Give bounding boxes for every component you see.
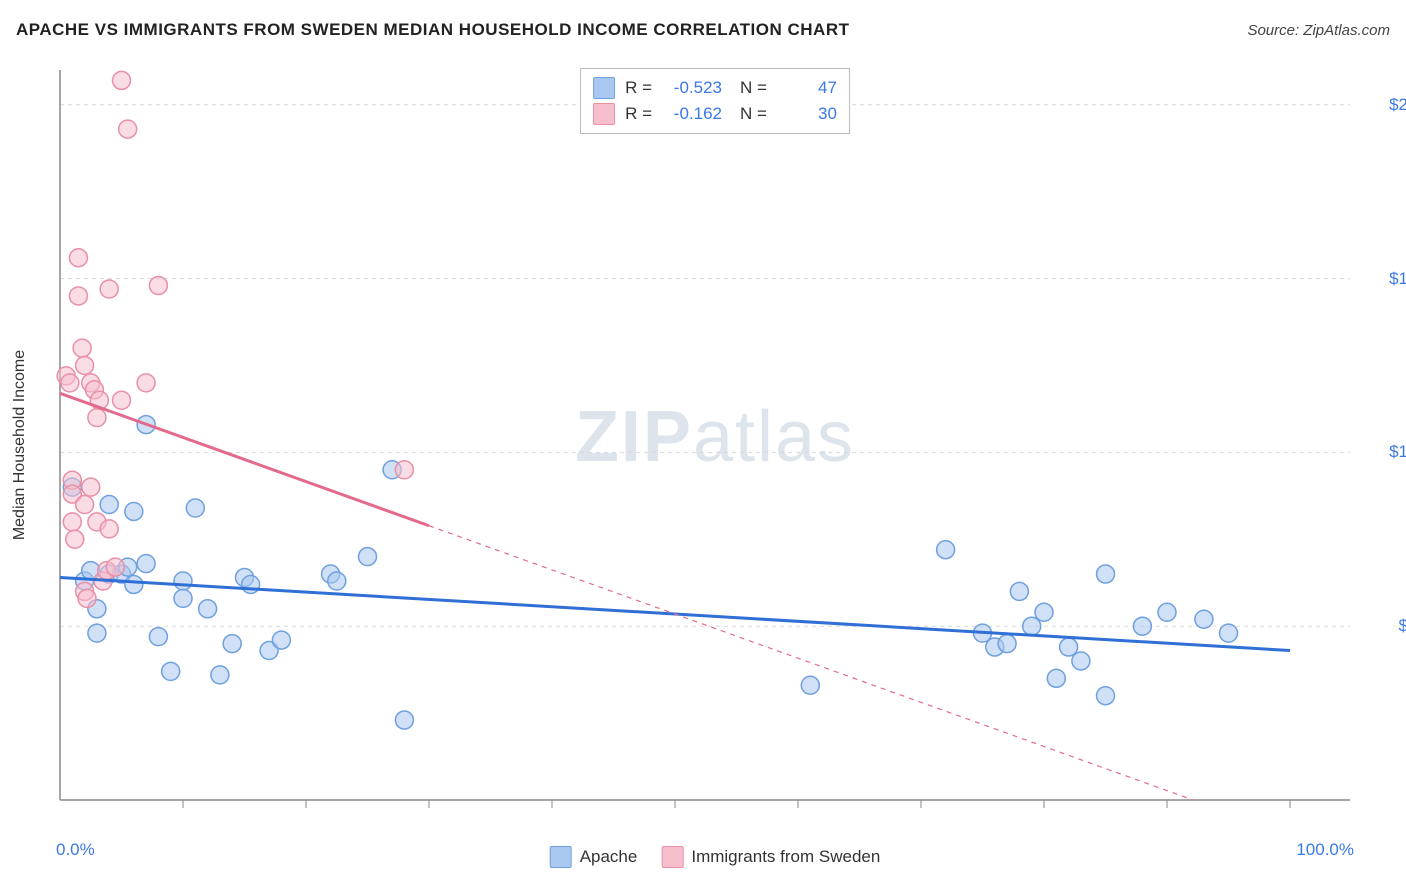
apache-point <box>88 624 106 642</box>
sweden-point <box>61 374 79 392</box>
apache-point <box>1097 687 1115 705</box>
legend-swatch <box>661 846 683 868</box>
apache-point <box>186 499 204 517</box>
sweden-point <box>78 589 96 607</box>
apache-point <box>242 575 260 593</box>
apache-point <box>162 662 180 680</box>
apache-point <box>100 496 118 514</box>
n-label: N = <box>740 104 767 124</box>
legend-item-apache: Apache <box>550 846 638 868</box>
legend-label: Immigrants from Sweden <box>691 847 880 867</box>
apache-point <box>272 631 290 649</box>
apache-point <box>199 600 217 618</box>
apache-point <box>328 572 346 590</box>
sweden-point <box>69 249 87 267</box>
y-tick-label: $50,000 <box>1399 616 1406 636</box>
sweden-point <box>100 280 118 298</box>
sweden-point <box>66 530 84 548</box>
x-axis-max-label: 100.0% <box>1296 840 1354 860</box>
apache-point <box>937 541 955 559</box>
apache-point <box>137 555 155 573</box>
apache-point <box>801 676 819 694</box>
apache-point <box>1220 624 1238 642</box>
apache-point <box>998 635 1016 653</box>
x-axis-min-label: 0.0% <box>56 840 95 860</box>
sweden-point <box>137 374 155 392</box>
apache-point <box>1097 565 1115 583</box>
chart-area: Median Household Income ZIPatlas R =-0.5… <box>50 60 1380 830</box>
sweden-point <box>100 520 118 538</box>
legend-swatch <box>593 103 615 125</box>
apache-point <box>211 666 229 684</box>
legend-row: R = -0.523 N = 47 <box>593 75 837 101</box>
y-tick-label: $100,000 <box>1389 442 1406 462</box>
sweden-point <box>119 120 137 138</box>
apache-point <box>125 575 143 593</box>
n-value: 30 <box>777 104 837 124</box>
y-tick-label: $150,000 <box>1389 269 1406 289</box>
series-legend: Apache Immigrants from Sweden <box>550 846 881 868</box>
sweden-point <box>73 339 91 357</box>
apache-point <box>125 502 143 520</box>
apache-point <box>1035 603 1053 621</box>
apache-point <box>1072 652 1090 670</box>
n-label: N = <box>740 78 767 98</box>
r-label: R = <box>625 78 652 98</box>
apache-point <box>1195 610 1213 628</box>
r-label: R = <box>625 104 652 124</box>
apache-point <box>1047 669 1065 687</box>
sweden-point <box>63 513 81 531</box>
legend-swatch <box>550 846 572 868</box>
apache-point <box>1010 582 1028 600</box>
correlation-legend: R = -0.523 N = 47 R = -0.162 N = 30 <box>580 68 850 134</box>
n-value: 47 <box>777 78 837 98</box>
sweden-point <box>149 277 167 295</box>
sweden-point <box>106 558 124 576</box>
scatter-plot-svg <box>50 60 1380 830</box>
sweden-point <box>82 478 100 496</box>
sweden-point <box>88 409 106 427</box>
legend-row: R = -0.162 N = 30 <box>593 101 837 127</box>
sweden-point <box>69 287 87 305</box>
sweden-point <box>76 356 94 374</box>
apache-point <box>1133 617 1151 635</box>
r-value: -0.523 <box>662 78 722 98</box>
apache-point <box>395 711 413 729</box>
y-axis-label: Median Household Income <box>11 350 29 540</box>
apache-point <box>1158 603 1176 621</box>
sweden-point <box>113 71 131 89</box>
legend-item-sweden: Immigrants from Sweden <box>661 846 880 868</box>
apache-point <box>223 635 241 653</box>
legend-label: Apache <box>580 847 638 867</box>
y-tick-label: $200,000 <box>1389 95 1406 115</box>
chart-title: APACHE VS IMMIGRANTS FROM SWEDEN MEDIAN … <box>16 20 849 40</box>
apache-point <box>174 589 192 607</box>
legend-swatch <box>593 77 615 99</box>
apache-point <box>174 572 192 590</box>
apache-point <box>149 628 167 646</box>
sweden-point <box>113 391 131 409</box>
sweden-point <box>395 461 413 479</box>
sweden-point <box>76 496 94 514</box>
apache-point <box>359 548 377 566</box>
r-value: -0.162 <box>662 104 722 124</box>
source-attribution: Source: ZipAtlas.com <box>1247 22 1390 39</box>
